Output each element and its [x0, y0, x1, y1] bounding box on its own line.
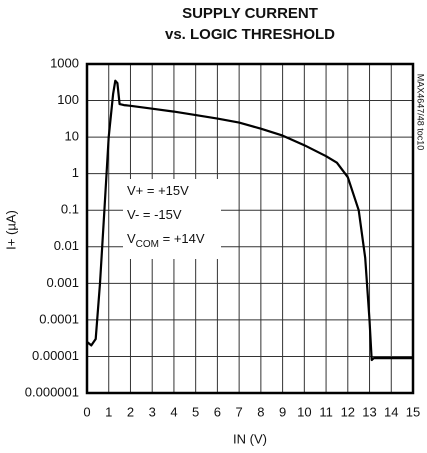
x-tick-label: 12: [341, 404, 355, 419]
y-tick-label: 0.1: [61, 202, 79, 217]
chart-title: vs. LOGIC THRESHOLD: [165, 26, 335, 43]
x-tick-label: 0: [83, 404, 90, 419]
x-tick-label: 14: [384, 404, 398, 419]
x-tick-label: 7: [236, 404, 243, 419]
annotation-text: V+ = +15V: [127, 183, 189, 198]
annotation: V- = -15V: [127, 207, 182, 222]
data-line: [86, 79, 413, 362]
x-tick-label: 6: [214, 404, 221, 419]
annotation-text: V: [127, 231, 136, 246]
x-tick-label: 1: [105, 404, 112, 419]
annotation: VCOM = +14V: [127, 231, 205, 249]
annotation-text: V- = -15V: [127, 207, 182, 222]
y-tick-label: 1: [72, 165, 79, 180]
y-axis-label: I+ (µA): [3, 210, 18, 250]
side-note: MAX4647/48 toc10: [416, 74, 426, 151]
plot-frame: [85, 62, 415, 395]
y-tick-label: 0.000001: [25, 384, 79, 399]
x-tick-label: 3: [149, 404, 156, 419]
x-tick-label: 8: [257, 404, 264, 419]
annotation-sub: COM: [136, 239, 159, 250]
annotation: V+ = +15V: [127, 183, 189, 198]
x-tick-label: 15: [406, 404, 420, 419]
x-tick-label: 4: [170, 404, 177, 419]
annotation-text: = +14V: [159, 231, 205, 246]
x-tick-label: 10: [297, 404, 311, 419]
y-tick-label: 0.0001: [39, 311, 79, 326]
chart-title: SUPPLY CURRENT: [182, 5, 318, 22]
y-tick-label: 0.01: [54, 238, 79, 253]
y-tick-label: 0.001: [46, 275, 79, 290]
x-tick-label: 11: [319, 404, 333, 419]
x-tick-label: 5: [192, 404, 199, 419]
x-tick-label: 9: [279, 404, 286, 419]
y-tick-label: 0.00001: [32, 348, 79, 363]
x-axis-label: IN (V): [233, 431, 267, 446]
x-tick-label: 2: [127, 404, 134, 419]
y-tick-label: 10: [65, 129, 79, 144]
y-tick-label: 1000: [50, 55, 79, 70]
x-tick-label: 13: [362, 404, 376, 419]
annotation-box: [123, 179, 221, 259]
y-tick-label: 100: [57, 92, 79, 107]
